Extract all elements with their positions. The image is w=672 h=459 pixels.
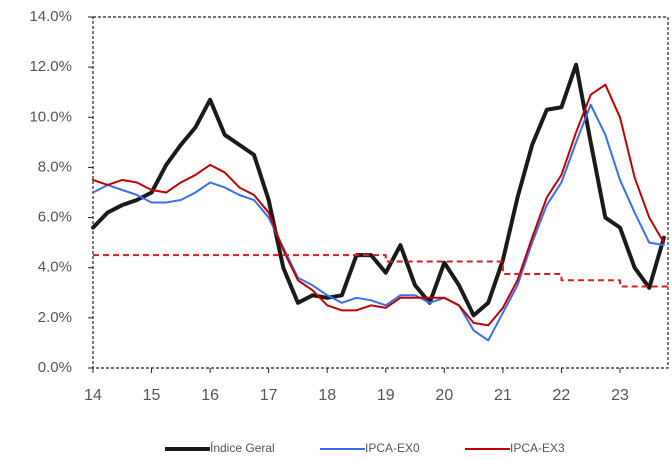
series-line <box>92 103 665 342</box>
y-tick-label: 0.0% <box>38 359 72 376</box>
y-tick-label: 2.0% <box>38 309 72 326</box>
legend-label: IPCA-EX0 <box>365 441 420 455</box>
x-tick-label: 15 <box>143 387 161 404</box>
series-line <box>92 83 665 327</box>
target-line <box>93 254 668 288</box>
x-tick-label: 22 <box>553 387 571 404</box>
y-tick-label: 8.0% <box>38 158 72 175</box>
x-tick-label: 17 <box>260 387 278 404</box>
x-tick-label: 16 <box>201 387 219 404</box>
x-tick-label: 20 <box>435 387 453 404</box>
x-tick-label: 23 <box>611 387 629 404</box>
y-tick-label: 14.0% <box>29 8 72 25</box>
y-tick-label: 10.0% <box>29 108 72 125</box>
plot-border <box>92 16 669 369</box>
y-tick-label: 4.0% <box>38 259 72 276</box>
series-line <box>91 62 666 318</box>
legend-label: IPCA-EX3 <box>510 441 565 455</box>
x-tick-label: 14 <box>84 387 102 404</box>
x-tick-label: 21 <box>494 387 512 404</box>
x-tick-label: 19 <box>377 387 395 404</box>
x-tick-label: 18 <box>318 387 336 404</box>
y-tick-label: 6.0% <box>38 209 72 226</box>
y-tick-label: 12.0% <box>29 58 72 75</box>
legend-label: Índice Geral <box>210 440 275 455</box>
